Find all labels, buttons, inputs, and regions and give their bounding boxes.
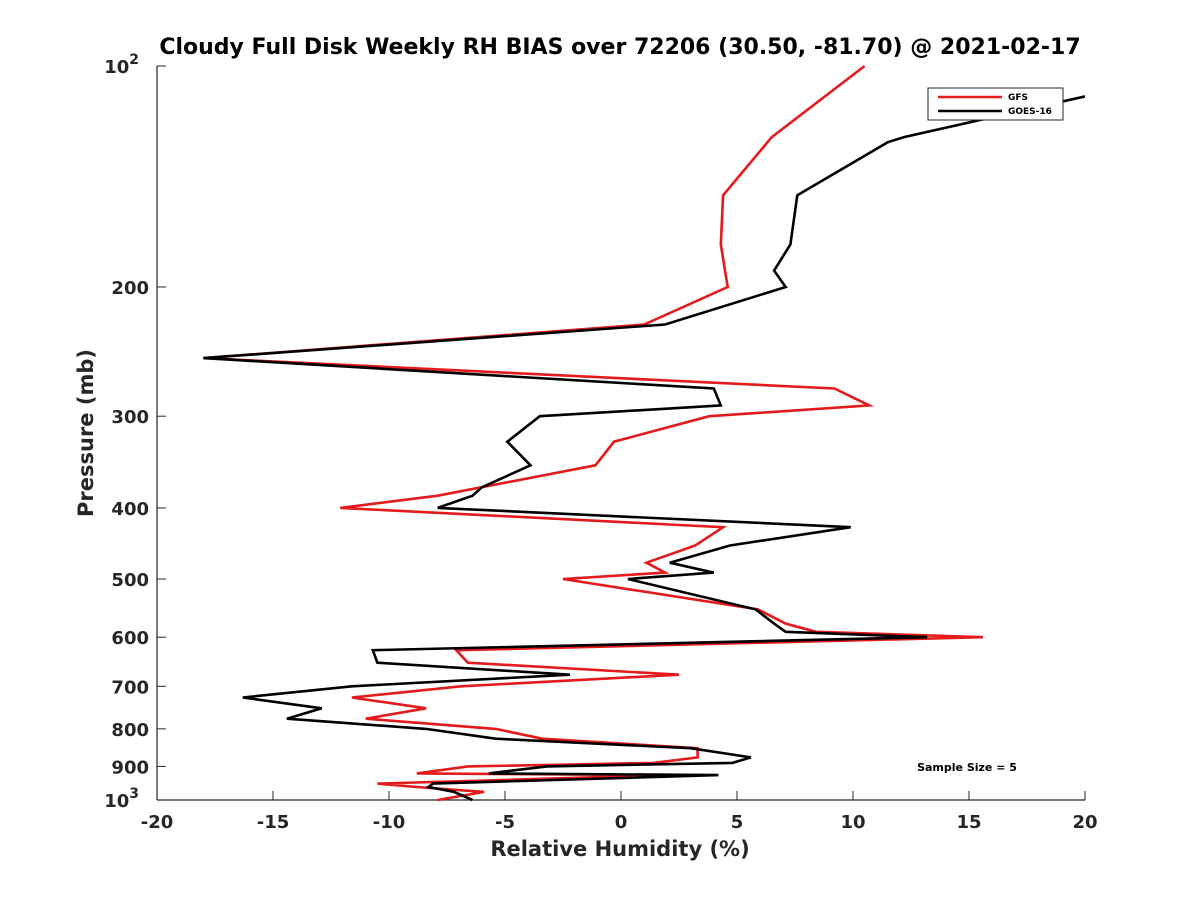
y-tick-label: 102: [104, 52, 139, 78]
legend-label: GFS: [1008, 93, 1028, 103]
y-tick-label: 800: [111, 720, 149, 741]
y-tick-label: 103: [104, 786, 139, 812]
x-tick-label: -5: [495, 812, 515, 833]
y-tick-label: 900: [111, 757, 149, 778]
plot-area: [156, 66, 1085, 801]
x-tick-label: 10: [840, 812, 865, 833]
legend-box: [927, 87, 1064, 121]
x-tick-label: -10: [373, 812, 406, 833]
sample-size-annotation: Sample Size = 5: [917, 761, 1017, 774]
legend: GFS GOES-16: [927, 87, 1064, 121]
x-tick-label: 15: [956, 812, 981, 833]
legend-label: GOES-16: [1008, 107, 1052, 117]
x-tick-label: 20: [1072, 812, 1097, 833]
x-tick-label: -15: [257, 812, 290, 833]
x-tick-label: 5: [731, 812, 744, 833]
y-tick-label: 200: [111, 278, 149, 299]
x-axis-label: Relative Humidity (%): [490, 837, 749, 861]
chart-title: Cloudy Full Disk Weekly RH BIAS over 722…: [159, 35, 1080, 60]
y-tick-label: 300: [111, 407, 149, 428]
series-line-gfs: [203, 64, 983, 802]
series-layer: [203, 64, 1085, 802]
y-axis-label: Pressure (mb): [74, 349, 98, 517]
series-line-goes-16: [203, 95, 1085, 802]
y-tick-label: 600: [111, 628, 149, 649]
axis-ticks: -20 -15 -10 -5 0 5 10 15 20 102 200 300 400 500 600 700…: [104, 52, 1097, 833]
x-tick-label: 0: [615, 812, 628, 833]
x-tick-label: -20: [141, 812, 174, 833]
y-tick-label: 400: [111, 499, 149, 520]
y-tick-label: 500: [111, 570, 149, 591]
y-tick-label: 700: [111, 677, 149, 698]
